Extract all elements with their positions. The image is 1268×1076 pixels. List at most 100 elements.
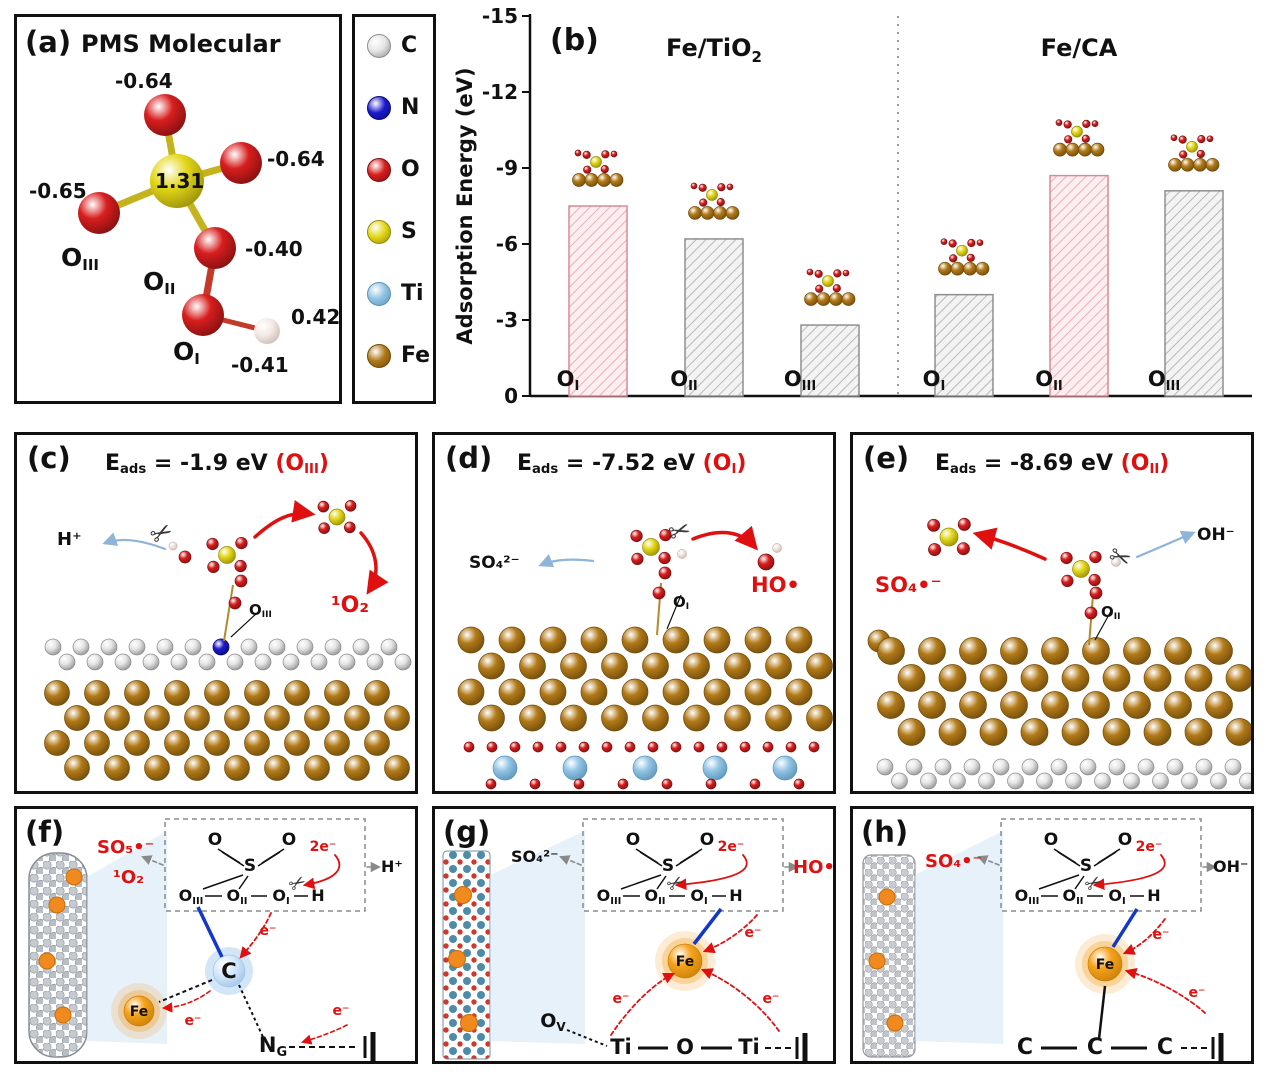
- eads-symbol: E: [935, 451, 951, 476]
- ti-label: Ti: [610, 1035, 632, 1059]
- slab-atom: [144, 755, 170, 781]
- oxygen-atom: [144, 94, 186, 136]
- left-product-arrow: [559, 855, 582, 866]
- legend-item-fe: Fe: [367, 343, 430, 368]
- site-tag: (OI): [703, 451, 747, 477]
- h-release-arrow: [102, 532, 167, 551]
- slab-atom: [284, 730, 310, 756]
- slab-atom: [352, 638, 370, 656]
- ti-atom: [702, 755, 728, 781]
- oh-release-arrow: [691, 525, 758, 551]
- o-atom: [318, 522, 330, 534]
- slab-atom: [560, 704, 587, 732]
- slab-atom: [457, 626, 485, 654]
- slab-atom: [920, 772, 937, 790]
- electron-label: e⁻: [333, 1003, 350, 1019]
- o-atom: [529, 778, 541, 790]
- atom-color-swatch: [367, 95, 391, 120]
- slab-atom: [72, 638, 90, 656]
- slab-atom: [662, 626, 690, 654]
- double-bond: [675, 851, 699, 867]
- slab-atom: [184, 755, 210, 781]
- slab-atom: [979, 664, 1008, 692]
- pms-box: [582, 818, 784, 912]
- leader-line: [666, 594, 682, 630]
- s-atom: [1186, 140, 1198, 153]
- site-sub: III: [261, 610, 272, 621]
- so4-release-arrow: [538, 554, 595, 568]
- slab-atom: [304, 705, 330, 731]
- legend-item-s: S: [367, 219, 417, 244]
- o-atom: [207, 560, 220, 574]
- atom-symbol: Ti: [401, 281, 424, 306]
- two-electron-label: 2e⁻: [310, 839, 337, 855]
- o-atom: [573, 778, 585, 790]
- o-atom: [658, 551, 671, 565]
- o-atom: [652, 586, 666, 600]
- o-atom: [705, 778, 717, 790]
- slab-atom: [324, 680, 350, 706]
- slab-atom: [124, 680, 150, 706]
- o-atom: [228, 596, 242, 610]
- slab-atom: [744, 626, 772, 654]
- panel-title: PMS Molecular: [81, 30, 281, 58]
- slab-atom: [1210, 772, 1227, 790]
- so4-radical-arrow: [972, 527, 1047, 561]
- slab-atom: [366, 653, 384, 671]
- o-atom: [1206, 135, 1214, 143]
- leader-line: [1094, 610, 1112, 641]
- legend-item-c: C: [367, 33, 417, 58]
- fe-atom: [816, 292, 831, 306]
- atom-color-swatch: [367, 157, 391, 182]
- two-electron-arrow: [1092, 854, 1166, 891]
- eads-value: = -7.52 eV: [558, 451, 703, 476]
- fe-atom: [700, 206, 715, 220]
- atom-color-swatch: [367, 343, 391, 368]
- o-atom: [967, 238, 976, 248]
- slab-atom: [184, 638, 202, 656]
- slab-atom: [785, 626, 813, 654]
- o-atom: [948, 239, 957, 248]
- slab-atom: [170, 653, 188, 671]
- slab-atom: [282, 653, 300, 671]
- o-atom: [808, 741, 820, 753]
- slab-atom: [1061, 718, 1090, 746]
- hydroxide-label: OH⁻: [1197, 525, 1235, 545]
- slab-atom: [324, 730, 350, 756]
- sub: 2: [752, 48, 762, 66]
- slab-atom: [683, 704, 710, 732]
- panel-tag: (c): [27, 441, 71, 475]
- panel-tag: (g): [443, 815, 491, 849]
- site-tag: (OII): [1121, 451, 1170, 477]
- s-atom: [706, 189, 718, 201]
- slab-atom: [744, 678, 772, 706]
- slab-atom: [979, 718, 1008, 746]
- o-atom: [757, 553, 775, 571]
- site-open: (O: [275, 451, 305, 476]
- slab-atom: [84, 680, 110, 706]
- panel-g-fe-tio2-mechanism: O O S OIII OII OI H 2e⁻ Fe e⁻ Ti O Ti OV e⁻ e⁻ (g) SO₄²…: [432, 806, 836, 1064]
- s-label: S: [244, 856, 256, 876]
- slab-atom: [959, 637, 987, 665]
- panel-c-art: [44, 500, 412, 781]
- site-o3-label: OIII: [179, 886, 204, 907]
- s-atom: [642, 538, 660, 556]
- charge-o-top: -0.64: [115, 69, 173, 93]
- slab-atom: [1152, 772, 1169, 790]
- slab-atom: [1041, 637, 1069, 665]
- o-atom: [940, 238, 948, 246]
- carbon-site-label: C: [221, 959, 236, 983]
- site-o2-label: OII: [226, 886, 247, 907]
- s-label: S: [1080, 856, 1092, 876]
- slab-atom: [1184, 664, 1213, 692]
- y-tick-label: -3: [496, 308, 518, 332]
- sulfate-radical-label: SO₄•⁻: [925, 851, 983, 872]
- slab-atom: [184, 705, 210, 731]
- electron-arrow: [700, 968, 780, 1032]
- slab-atom: [1166, 758, 1184, 776]
- o-atom: [610, 150, 618, 158]
- carbon-site-ball: [212, 954, 246, 988]
- slab-atom: [84, 730, 110, 756]
- sulfate-label: SO₄²⁻: [469, 553, 520, 573]
- site-sub: II: [1113, 612, 1121, 623]
